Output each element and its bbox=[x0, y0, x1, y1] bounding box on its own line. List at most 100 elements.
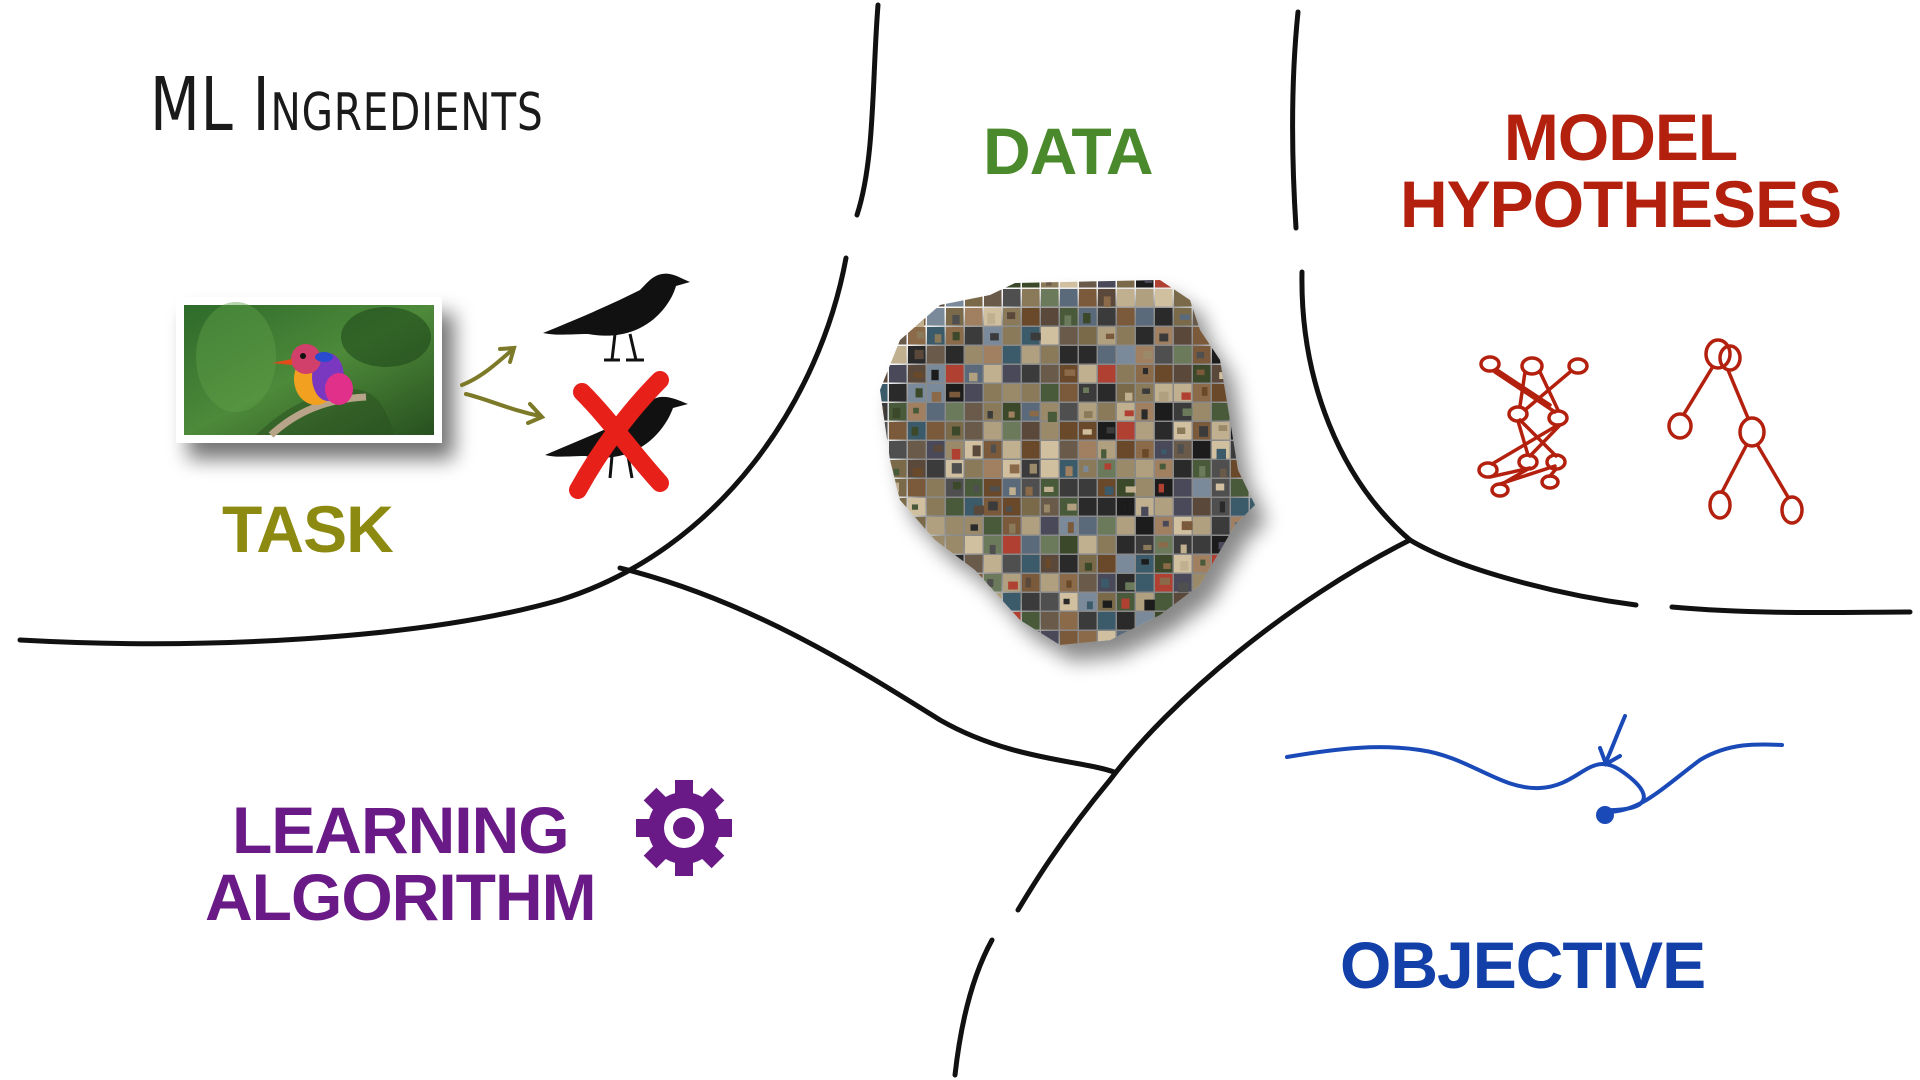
mosaic-tile bbox=[1117, 346, 1135, 364]
mosaic-tile bbox=[1098, 612, 1116, 630]
mosaic-tile bbox=[946, 536, 964, 554]
mosaic-tile bbox=[1117, 536, 1135, 554]
mosaic-tile bbox=[1269, 365, 1287, 383]
mosaic-tile bbox=[1155, 308, 1173, 326]
mosaic-tile bbox=[1060, 612, 1078, 630]
mosaic-tile-detail bbox=[1235, 390, 1247, 397]
mosaic-tile-detail bbox=[1277, 317, 1284, 328]
mosaic-tile bbox=[984, 517, 1002, 535]
mosaic-tile bbox=[1098, 517, 1116, 535]
mosaic-tile-detail bbox=[952, 332, 960, 341]
mosaic-tile-detail bbox=[1067, 503, 1077, 511]
mosaic-tile-detail bbox=[969, 372, 978, 382]
mosaic-tile bbox=[880, 441, 888, 459]
mosaic-tile-detail bbox=[1180, 561, 1189, 571]
mosaic-tile-detail bbox=[1198, 618, 1208, 629]
mosaic-tile bbox=[927, 593, 945, 611]
mosaic-tile bbox=[880, 612, 888, 630]
mosaic-tile bbox=[1231, 460, 1249, 478]
mosaic-tile bbox=[889, 555, 907, 573]
mosaic-tile bbox=[880, 555, 888, 573]
mosaic-tile-detail bbox=[1158, 483, 1165, 493]
mosaic-tile-detail bbox=[1180, 544, 1187, 554]
mosaic-tile bbox=[1041, 517, 1059, 535]
mosaic-tile-detail bbox=[1009, 654, 1016, 663]
mosaic-tile bbox=[1117, 422, 1135, 440]
mosaic-tile bbox=[1155, 422, 1173, 440]
mosaic-tile-detail bbox=[1064, 369, 1076, 376]
mosaic-tile-detail bbox=[1125, 582, 1135, 591]
mosaic-tile bbox=[880, 346, 888, 364]
mosaic-tile bbox=[1269, 593, 1287, 611]
mosaic-tile-detail bbox=[1046, 280, 1052, 286]
mosaic-tile-detail bbox=[951, 448, 961, 460]
mosaic-tile bbox=[1003, 365, 1021, 383]
mosaic-tile-detail bbox=[987, 579, 994, 587]
mosaic-tile-detail bbox=[1272, 639, 1279, 644]
mosaic-tile-detail bbox=[1102, 656, 1110, 662]
mosaic-tile-detail bbox=[987, 313, 996, 325]
mosaic-tile-detail bbox=[1256, 484, 1261, 490]
mosaic-tile bbox=[908, 289, 926, 307]
mosaic-tile bbox=[1022, 650, 1040, 668]
mosaic-tile bbox=[927, 422, 945, 440]
mosaic-tile-detail bbox=[1086, 601, 1093, 610]
mosaic-tile bbox=[1136, 280, 1154, 288]
mosaic-tile bbox=[984, 555, 1002, 573]
mosaic-tile-detail bbox=[1256, 446, 1262, 454]
mosaic-tile-detail bbox=[1006, 506, 1013, 513]
mosaic-tile-detail bbox=[1258, 558, 1265, 568]
mosaic-tile bbox=[927, 612, 945, 630]
mosaic-tile-detail bbox=[1199, 466, 1206, 477]
mosaic-tile-detail bbox=[911, 601, 920, 612]
mosaic-tile bbox=[1155, 498, 1173, 516]
mosaic-tile bbox=[1155, 346, 1173, 364]
mosaic-tile bbox=[965, 631, 983, 645]
mosaic-tile-detail bbox=[1181, 521, 1193, 531]
mosaic-tile bbox=[965, 308, 983, 326]
mosaic-tile bbox=[1098, 346, 1116, 364]
divider-lines bbox=[17, 2, 1913, 1078]
mosaic-tile-detail bbox=[1141, 506, 1149, 516]
mosaic-tile bbox=[1060, 536, 1078, 554]
mosaic-tile bbox=[1269, 289, 1287, 307]
mosaic-tile bbox=[1174, 650, 1192, 668]
mosaic-tile bbox=[1079, 289, 1097, 307]
mosaic-tile-detail bbox=[896, 655, 902, 664]
mosaic-tile bbox=[1136, 612, 1154, 630]
mosaic-tile-detail bbox=[1084, 411, 1093, 418]
mosaic-tile-detail bbox=[915, 316, 924, 328]
mosaic-tile bbox=[965, 422, 983, 440]
mosaic-tile bbox=[1231, 574, 1249, 592]
mosaic-tile bbox=[1041, 631, 1059, 645]
mosaic-tile bbox=[1155, 631, 1173, 645]
mosaic-tile-detail bbox=[1218, 425, 1228, 431]
mosaic-tile bbox=[1022, 612, 1040, 630]
mosaic-tile bbox=[1060, 327, 1078, 345]
mosaic-tile bbox=[1250, 612, 1255, 630]
mosaic-tile-detail bbox=[1008, 411, 1015, 418]
mosaic-tile-detail bbox=[1259, 335, 1265, 340]
mosaic-tile-detail bbox=[1276, 468, 1284, 476]
mosaic-tile-detail bbox=[1065, 466, 1073, 477]
mosaic-tile bbox=[946, 365, 964, 383]
mosaic-tile bbox=[1079, 650, 1097, 668]
mosaic-tile-detail bbox=[1106, 427, 1115, 434]
mosaic-tile bbox=[1212, 517, 1230, 535]
mosaic-tile-detail bbox=[987, 638, 999, 645]
mosaic-tile bbox=[880, 403, 888, 421]
mosaic-tile bbox=[880, 365, 888, 383]
mosaic-tile bbox=[1269, 536, 1287, 554]
mosaic-tile bbox=[1193, 612, 1211, 630]
mosaic-tile-detail bbox=[1047, 411, 1057, 423]
graph-and-tree-icons bbox=[1477, 338, 1804, 525]
mosaic-tile bbox=[1269, 384, 1287, 402]
mosaic-tile bbox=[1003, 280, 1021, 288]
mosaic-tile bbox=[1250, 498, 1255, 516]
mosaic-tile bbox=[1060, 631, 1078, 645]
mosaic-tile-detail bbox=[1009, 523, 1016, 534]
mosaic-tile-detail bbox=[952, 482, 961, 490]
mosaic-tile-detail bbox=[949, 391, 961, 398]
mosaic-tile-detail bbox=[973, 505, 985, 515]
mosaic-tile bbox=[1098, 441, 1116, 459]
